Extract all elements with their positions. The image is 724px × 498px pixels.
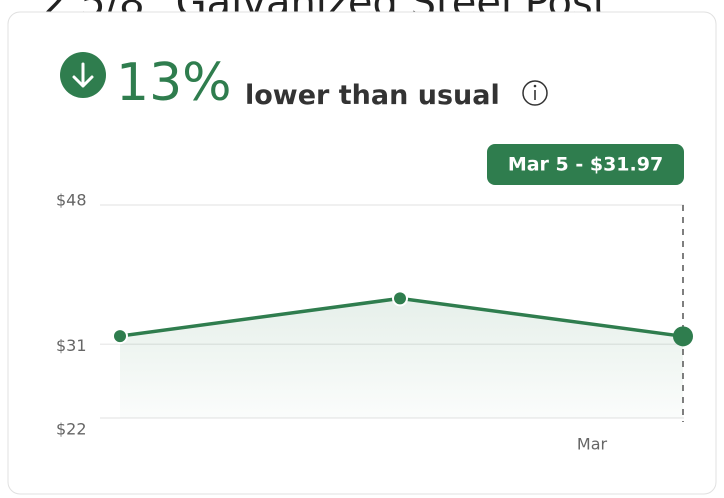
change-text: lower than usual bbox=[245, 80, 500, 111]
tooltip: Mar 5 - $31.97 bbox=[508, 154, 663, 176]
info-icon[interactable] bbox=[522, 80, 548, 106]
point bbox=[392, 290, 408, 307]
info-icon-dot bbox=[533, 84, 537, 88]
point bbox=[673, 326, 693, 347]
down-arrow bbox=[72, 62, 94, 88]
tooltip-bg bbox=[487, 144, 684, 185]
point bbox=[112, 328, 128, 345]
y-tick-label: $22 bbox=[56, 420, 87, 439]
x-label: Mar bbox=[577, 435, 608, 454]
change-value: 13% bbox=[116, 53, 232, 113]
y-tick-label: $31 bbox=[56, 336, 87, 355]
y-tick-label: $48 bbox=[56, 191, 87, 210]
area bbox=[120, 298, 683, 418]
